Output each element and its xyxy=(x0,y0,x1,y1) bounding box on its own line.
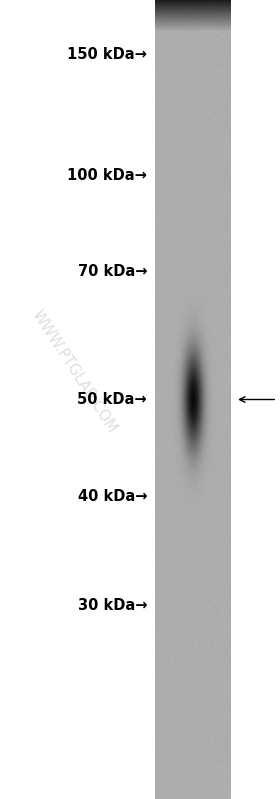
Text: 100 kDa→: 100 kDa→ xyxy=(67,169,147,183)
Text: 40 kDa→: 40 kDa→ xyxy=(78,490,147,504)
Text: 50 kDa→: 50 kDa→ xyxy=(77,392,147,407)
Text: 30 kDa→: 30 kDa→ xyxy=(78,598,147,613)
Text: 70 kDa→: 70 kDa→ xyxy=(78,264,147,279)
Text: WWW.PTGLAB.COM: WWW.PTGLAB.COM xyxy=(29,308,120,435)
Text: 150 kDa→: 150 kDa→ xyxy=(67,47,147,62)
